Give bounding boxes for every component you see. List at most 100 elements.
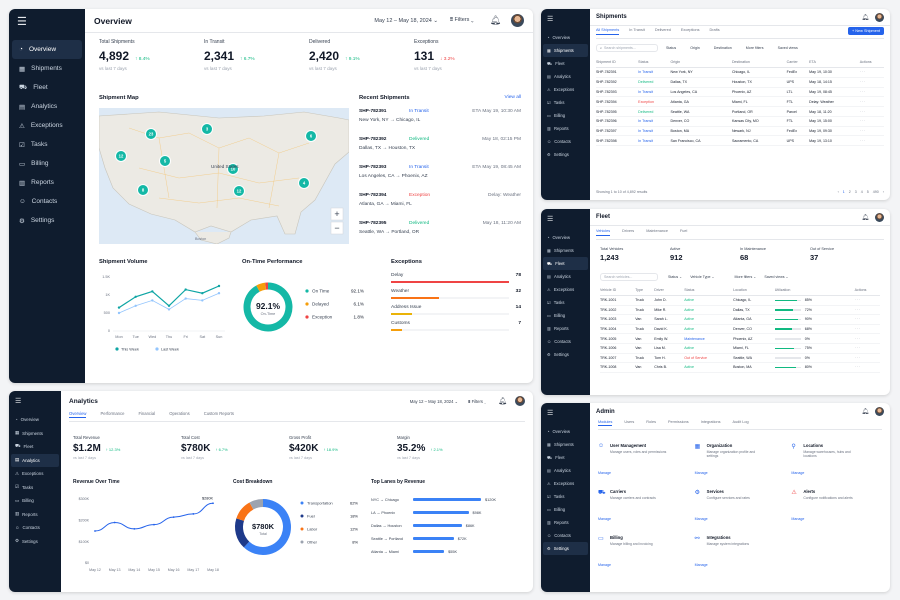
sidebar-item-shipments[interactable]: ▦ Shipments: [543, 244, 588, 257]
search-input[interactable]: Search vehicles...: [600, 273, 658, 281]
sidebar-item-settings[interactable]: ⚙ Settings: [543, 148, 588, 161]
sidebar-item-settings[interactable]: ⚙ Settings: [543, 348, 588, 361]
sidebar-item-fleet[interactable]: ⛟ Fleet: [543, 451, 588, 464]
column-header-origin[interactable]: Origin: [670, 57, 732, 68]
sidebar-item-contacts[interactable]: ☺ Contacts: [543, 135, 588, 148]
page-2[interactable]: 2: [848, 190, 851, 194]
filter-more-filters[interactable]: More filters: [745, 46, 764, 50]
column-header-vehicle-id[interactable]: Vehicle ID: [600, 285, 636, 296]
map-cluster-marker[interactable]: 4: [298, 177, 310, 189]
row-actions-button[interactable]: ···: [859, 67, 884, 78]
column-header-destination[interactable]: Destination: [731, 57, 787, 68]
tab-users[interactable]: Users: [624, 420, 635, 424]
column-header-shipment-id[interactable]: Shipment ID: [596, 57, 639, 68]
tab-operations[interactable]: Operations: [169, 411, 190, 416]
filters-button[interactable]: ⩩ Filters ⌄: [468, 398, 487, 404]
tab-drivers[interactable]: Drivers: [622, 229, 635, 233]
avatar[interactable]: [515, 396, 525, 406]
tab-audit-log[interactable]: Audit Log: [732, 420, 749, 424]
sidebar-item-shipments[interactable]: ▦ Shipments: [12, 59, 82, 78]
row-actions-button[interactable]: ···: [854, 343, 880, 354]
zoom-in-button[interactable]: +: [330, 207, 344, 221]
row-actions-button[interactable]: ···: [859, 87, 884, 98]
sidebar-item-reports[interactable]: ▥ Reports: [543, 516, 588, 529]
row-actions-button[interactable]: ···: [854, 362, 880, 373]
avatar[interactable]: [511, 14, 524, 27]
manage-link[interactable]: Manage: [791, 471, 805, 475]
tab-integrations[interactable]: Integrations: [700, 420, 721, 424]
column-header-location[interactable]: Location: [733, 285, 775, 296]
menu-icon[interactable]: ☰: [17, 16, 27, 28]
bell-icon[interactable]: 🔔︎: [498, 398, 507, 405]
bell-icon[interactable]: 🔔︎: [861, 409, 869, 415]
sidebar-item-analytics[interactable]: ▤ Analytics: [543, 70, 588, 83]
exception-row-address-issue[interactable]: Address Issue 14: [391, 305, 521, 321]
menu-icon[interactable]: ☰: [547, 410, 554, 417]
manage-link[interactable]: Manage: [598, 563, 611, 567]
sidebar-item-tasks[interactable]: ☑ Tasks: [543, 490, 588, 503]
sidebar-item-analytics[interactable]: ▤ Analytics: [543, 270, 588, 283]
filter-saved-views[interactable]: Saved views ⌄: [764, 275, 789, 279]
tab-custom-reports[interactable]: Custom Reports: [203, 411, 234, 416]
filter-saved-views[interactable]: Saved views: [777, 46, 798, 50]
row-actions-button[interactable]: ···: [859, 106, 884, 117]
list-item[interactable]: SHP-782391 In Transit New York, NY → Chica…: [359, 109, 521, 137]
map-cluster-marker[interactable]: 12: [233, 185, 245, 197]
map-cluster-marker[interactable]: 6: [305, 130, 317, 142]
bell-icon[interactable]: 🔔︎: [861, 214, 869, 221]
lane-row[interactable]: Seattle → Portland $72K: [371, 532, 521, 545]
table-row[interactable]: SHP-782397 In Transit Boston, MA Newark, NJ…: [596, 126, 884, 137]
tab-permissions[interactable]: Permissions: [668, 420, 689, 424]
row-actions-button[interactable]: ···: [854, 353, 880, 364]
tab-maintenance[interactable]: Maintenance: [646, 229, 668, 233]
view-all-link[interactable]: View all: [504, 95, 521, 100]
row-actions-button[interactable]: ···: [859, 116, 884, 127]
page-next[interactable]: ›: [882, 190, 884, 194]
manage-link[interactable]: Manage: [694, 563, 708, 567]
page-490[interactable]: 490: [872, 190, 879, 194]
sidebar-item-contacts[interactable]: ☺ Contacts: [12, 192, 82, 211]
sidebar-item-overview[interactable]: ◔ Overview: [11, 413, 59, 427]
sidebar-item-reports[interactable]: ▥ Reports: [543, 122, 588, 135]
map-cluster-marker[interactable]: 8: [137, 184, 149, 196]
sidebar-item-billing[interactable]: ▭ Billing: [12, 154, 82, 173]
filter-more-filters[interactable]: More filters ⌄: [734, 275, 757, 279]
sidebar-item-fleet[interactable]: ⛟ Fleet: [11, 440, 59, 454]
page-3[interactable]: 3: [854, 190, 857, 194]
table-row[interactable]: SHP-782394 Exception Atlanta, GA Miami, FL F…: [596, 96, 884, 108]
map-cluster-marker[interactable]: 5: [159, 155, 171, 167]
row-actions-button[interactable]: ···: [854, 314, 880, 325]
column-header-utilization[interactable]: Utilization: [774, 285, 855, 296]
table-row[interactable]: SHP-782395 Delivered Seattle, WA Portland, …: [596, 106, 884, 117]
sidebar-item-fleet[interactable]: ⛟ Fleet: [12, 78, 82, 97]
sidebar-item-reports[interactable]: ▥ Reports: [11, 508, 59, 522]
exception-row-customs[interactable]: Customs 7: [391, 321, 521, 337]
sidebar-item-billing[interactable]: ▭ Billing: [11, 494, 59, 508]
sidebar-item-fleet[interactable]: ⛟ Fleet: [543, 257, 588, 270]
sidebar-item-fleet[interactable]: ⛟ Fleet: [543, 57, 588, 70]
page-5[interactable]: 5: [866, 190, 869, 194]
lane-row[interactable]: LA → Phoenix $98K: [371, 506, 521, 519]
tab-modules[interactable]: Modules: [598, 420, 613, 426]
manage-link[interactable]: Manage: [791, 517, 805, 521]
lane-row[interactable]: NYC → Chicago $120K: [371, 493, 521, 506]
sidebar-item-settings[interactable]: ⚙ Settings: [11, 535, 59, 549]
manage-link[interactable]: Manage: [598, 471, 611, 475]
sidebar-item-billing[interactable]: ▭ Billing: [543, 109, 588, 122]
row-actions-button[interactable]: ···: [854, 295, 880, 306]
manage-link[interactable]: Manage: [598, 517, 611, 521]
sidebar-item-reports[interactable]: ▥ Reports: [543, 322, 588, 335]
manage-link[interactable]: Manage: [694, 471, 708, 475]
table-row[interactable]: TRK-1004 Truck David K. Active Denver, CO 68%…: [600, 324, 880, 335]
avatar[interactable]: [875, 12, 884, 22]
filter-origin[interactable]: Origin: [690, 46, 700, 50]
table-row[interactable]: TRK-1008 Van Chris B. Active Boston, MA 80% ··…: [600, 362, 880, 373]
page-1[interactable]: 1: [842, 190, 845, 194]
sidebar-item-contacts[interactable]: ☺ Contacts: [543, 529, 588, 542]
list-item[interactable]: SHP-782394 Exception Atlanta, GA → Miami, …: [359, 193, 521, 221]
tab-overview[interactable]: Overview: [69, 411, 87, 418]
table-row[interactable]: TRK-1005 Van Emily W. Maintenance Phoenix, A…: [600, 333, 880, 344]
map-cluster-marker[interactable]: 23: [145, 128, 157, 140]
menu-icon[interactable]: ☰: [547, 16, 554, 23]
sidebar-item-overview[interactable]: ◔ Overview: [543, 31, 588, 44]
